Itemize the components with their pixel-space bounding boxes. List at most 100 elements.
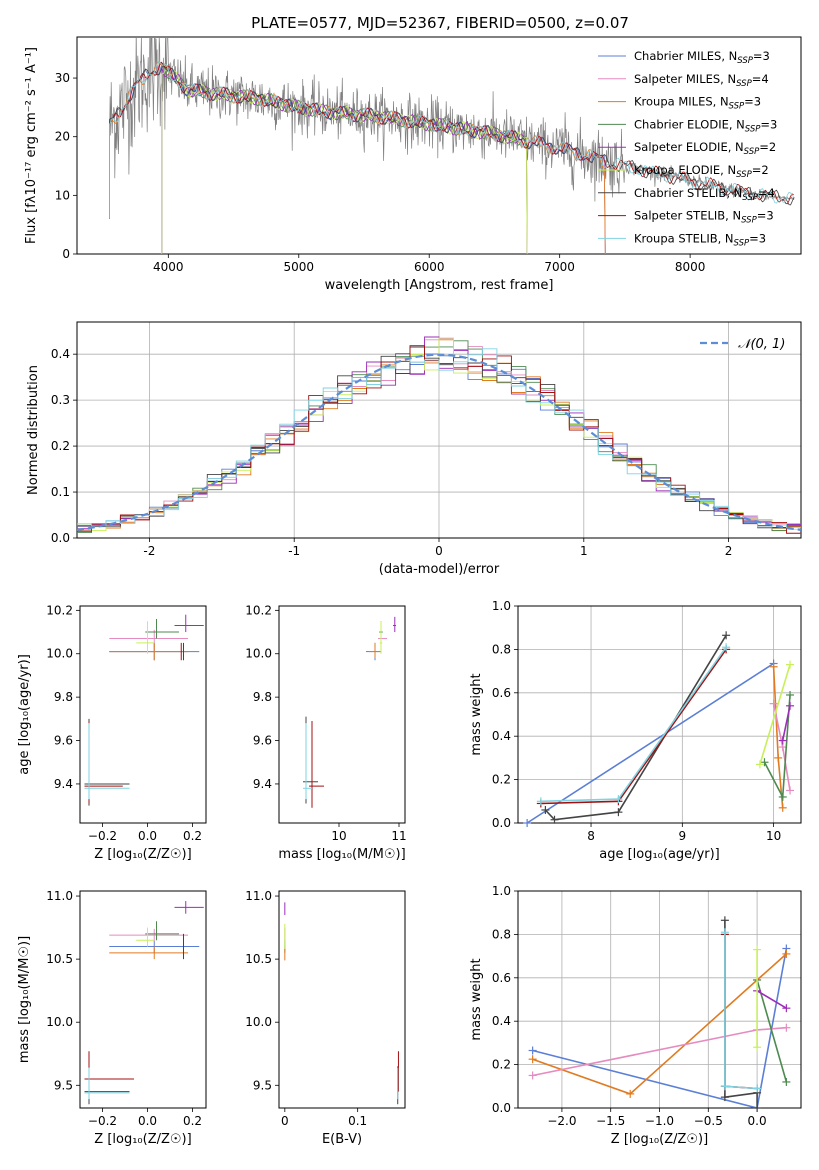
weight-line-kroupa_miles [532,953,787,1095]
spectrum-ytick-label: 20 [55,130,70,144]
residuals-xtick-label: -1 [288,544,300,558]
weight_vs_Z-xtick-label: −1.0 [645,1114,674,1128]
residuals-legend: 𝒩(0, 1) [700,337,785,352]
figure-title: PLATE=0577, MJD=52367, FIBERID=0500, z=0… [251,14,629,32]
legend-label-salpeter_stelib: Salpeter STELIB, NSSP=3 [634,209,774,226]
weight-point-salpeter_elodie [786,701,795,710]
weight-line-salpeter_stelib [724,934,758,1090]
mass_vs_Z-ytick-label: 9.5 [54,1078,73,1092]
residuals-frame [76,321,802,539]
weight-point-kroupa_elodie [786,660,795,669]
weight_vs_Z-ytick-label: 0.2 [492,1058,511,1072]
weight_vs_Z-xtick-label: −1.5 [596,1114,625,1128]
weight_vs_age-panel: 8 9 10 0.0 0.2 0.4 0.6 0.8 1.0 age [log₁₀(age/yr)… [469,599,802,862]
age_vs_Z-xlabel: Z [log₁₀(Z/Z☉)] [94,847,191,862]
weight_vs_age-grid [518,605,801,824]
weight_vs_age-frame [517,605,802,824]
residuals-ytick-label: 0.3 [51,393,70,407]
mass_vs_Z-ylabel: mass [log₁₀(M/M☉)] [17,936,32,1063]
mass_vs_Z-ytick-label: 10.0 [46,1015,73,1029]
weight_vs_age-xtick-label: 9 [679,829,687,843]
legend-label-normal: 𝒩(0, 1) [738,337,785,352]
spectrum-xtick-label: 7000 [544,260,575,274]
residuals-xtick-label: -2 [143,544,155,558]
weight-point-kroupa_stelib [720,1082,729,1091]
spectrum-xtick-label: 6000 [414,260,445,274]
legend-label-kroupa_stelib: Kroupa STELIB, NSSP=3 [634,231,766,248]
weight_vs_Z-ytick-label: 0.8 [492,927,511,941]
errorbar-mark-kroupa_elodie [136,621,155,654]
errorbar-mark-kroupa_miles [369,642,381,659]
legend-label-salpeter_miles: Salpeter MILES, NSSP=4 [634,72,769,89]
mass_vs_Z-panel: −0.2 0.0 0.2 9.5 10.0 10.5 11.0 Z [log₁₀(Z/Z☉)]… [17,889,207,1147]
age_vs_Z-panel: −0.2 0.0 0.2 9.4 9.6 9.8 10.0 10.2 Z [log₁₀(Z/Z☉… [17,603,207,862]
weight-point-chabrier_stelib [720,916,729,925]
weight_vs_age-xtick-label: 10 [766,829,781,843]
mass_vs_Z-ytick-label: 11.0 [46,889,73,903]
weight-point-chabrier_stelib [720,1093,729,1102]
age_vs_mass-xtick-label: 11 [391,829,406,843]
errorbar-mark-chabrier_stelib [303,716,318,804]
residuals-xlabel: (data-model)/error [379,562,500,577]
weight-point-kroupa_stelib [536,797,545,806]
age_vs_mass-xtick-label: 10 [331,829,346,843]
normal-distribution-curve [77,353,801,531]
weight_vs_Z-xlabel: Z [log₁₀(Z/Z☉)] [611,1132,708,1147]
weight-point-kroupa_miles [778,803,787,812]
weight-point-salpeter_miles [786,786,795,795]
age_vs_mass-xlabel: mass [log₁₀(M/M☉)] [278,847,405,862]
residuals-xtick-label: 1 [580,544,588,558]
weight-line-salpeter_stelib [540,648,727,805]
weight-line-salpeter_elodie [781,705,791,741]
weight-line-salpeter_elodie [756,990,787,1009]
weight-point-salpeter_elodie [778,736,787,745]
weight-line-chabrier_stelib [724,920,758,1108]
weight-point-chabrier_stelib [753,1104,762,1112]
weight_vs_Z-xtick-label: −0.5 [694,1114,723,1128]
legend-label-chabrier_miles: Chabrier MILES, NSSP=3 [634,49,770,66]
errorbar-mark-salpeter_elodie [174,901,204,914]
legend-label-chabrier_elodie: Chabrier ELODIE, NSSP=3 [634,117,777,134]
model-spectrum-kroupa_elodie [161,69,528,254]
residuals-ytick-label: 0.2 [51,439,70,453]
errorbar-mark-salpeter_elodie [174,614,204,633]
weight-line-kroupa_stelib [724,932,758,1090]
weight-point-chabrier_elodie [760,758,769,767]
weight-point-chabrier_miles [523,819,532,827]
errorbar-mark-chabrier_elodie [145,619,179,639]
legend-label-kroupa_miles: Kroupa MILES, NSSP=3 [634,95,761,112]
mass_vs_Z-xtick-label: 0.2 [183,1114,202,1128]
errorbar-mark-salpeter_miles [109,928,188,942]
weight_vs_Z-ylabel: mass weight [469,958,484,1040]
spectrum-xtick-label: 4000 [153,260,184,274]
residuals-ytick-label: 0.0 [51,531,70,545]
spectrum-xtick-label: 5000 [283,260,314,274]
residuals-ytick-label: 0.1 [51,485,70,499]
age_vs_mass-ytick-label: 10.0 [245,647,272,661]
weight-point-chabrier_stelib [541,805,550,814]
errorbar-mark-kroupa_elodie [136,927,155,947]
errorbar-mark-kroupa_miles [109,642,188,661]
weight_vs_Z-ytick-label: 0.4 [492,1014,511,1028]
errorbar-mark-chabrier_stelib [84,1066,130,1105]
errorbar-mark-kroupa_stelib [84,723,130,800]
spectrum-xtick-label: 8000 [675,260,706,274]
weight_vs_age-ytick-label: 1.0 [492,599,511,613]
weight-point-kroupa_miles [528,1055,537,1064]
weight-point-kroupa_elodie [753,945,762,954]
spectrum-frame [76,36,802,255]
weight-point-kroupa_miles [782,949,791,958]
spectrum-xlabel: wavelength [Angstrom, rest frame] [325,278,554,293]
age_vs_Z-ytick-label: 10.2 [46,603,73,617]
weight-point-chabrier_miles [528,1046,537,1055]
residual-histogram-kroupa_stelib [77,348,801,529]
weight-point-chabrier_elodie [778,792,787,801]
model-spectrum-salpeter_elodie [161,67,528,254]
residuals-ytick-label: 0.4 [51,347,70,361]
legend-label-salpeter_elodie: Salpeter ELODIE, NSSP=2 [634,140,776,157]
weight-point-chabrier_elodie [786,690,795,699]
weight_vs_age-ytick-label: 0.2 [492,773,511,787]
errorbar-mark-kroupa_stelib [303,723,312,800]
mass_vs_ebv-ytick-label: 11.0 [245,889,272,903]
spectrum-legend: Chabrier MILES, NSSP=3 Salpeter MILES, NS… [598,49,777,248]
